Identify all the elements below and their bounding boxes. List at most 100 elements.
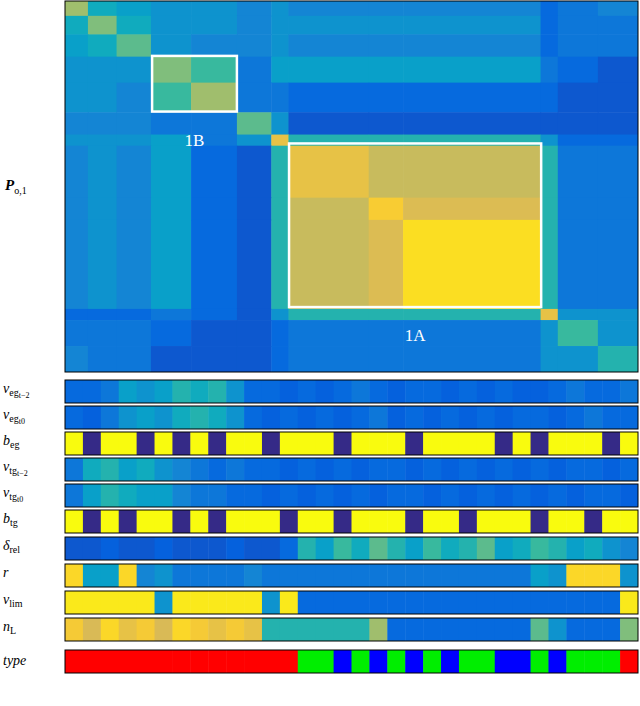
heatmap-cell	[65, 34, 88, 57]
heatmap-cell	[541, 16, 559, 35]
heatmap-cell	[558, 112, 599, 135]
stripe-cell	[208, 564, 226, 587]
heatmap-cell	[237, 309, 272, 321]
stripe-cell	[477, 406, 495, 429]
heatmap-cell	[598, 320, 638, 346]
stripe-cell	[208, 406, 226, 429]
heatmap-cell	[403, 346, 541, 372]
stripe-cell	[423, 432, 441, 455]
stripe-cell	[101, 458, 119, 481]
stripe-cell	[548, 591, 566, 614]
stripe-cell	[262, 432, 280, 455]
stripe-cell	[172, 484, 190, 507]
heatmap-cell	[88, 346, 117, 372]
stripe-frame	[65, 618, 638, 641]
heatmap-cell	[288, 57, 369, 83]
heatmap-cell	[288, 83, 369, 113]
type-cell	[155, 650, 173, 673]
heatmap-cell	[558, 309, 599, 321]
stripe-cell	[548, 406, 566, 429]
heatmap-cell	[558, 198, 599, 221]
stripe-cell	[65, 564, 83, 587]
stripe-label: vlim	[3, 592, 23, 609]
stripe-cell	[620, 537, 638, 560]
stripe-cell	[584, 406, 602, 429]
stripe-cell	[101, 484, 119, 507]
annotation-label: 1A	[405, 326, 427, 345]
stripe-cell	[352, 537, 370, 560]
stripe-cell	[513, 380, 531, 403]
stripe-cell	[387, 380, 405, 403]
heatmap-cell	[598, 1, 638, 16]
heatmap-cell	[88, 135, 117, 147]
heatmap-cell	[598, 16, 638, 35]
stripe-cell	[226, 432, 244, 455]
stripe-cell	[531, 380, 549, 403]
stripe-cell	[405, 432, 423, 455]
heatmap-cell	[271, 146, 289, 198]
heatmap-cell	[88, 309, 117, 321]
stripe-cell	[316, 564, 334, 587]
stripe-cell	[620, 432, 638, 455]
stripe-cell	[83, 564, 101, 587]
heatmap-cell	[271, 135, 289, 147]
stripe-cell	[584, 564, 602, 587]
stripe-cell	[387, 484, 405, 507]
heatmap-cell	[271, 320, 289, 346]
heatmap-cell	[558, 16, 599, 35]
heatmap-cell	[151, 320, 192, 346]
type-cell	[513, 650, 531, 673]
heatmap-cell	[117, 320, 152, 346]
stripe-label: vegt−2	[3, 381, 29, 400]
stripe-cell	[137, 537, 155, 560]
heatmap-cell	[541, 198, 559, 221]
stripe-cell	[298, 380, 316, 403]
stripe-cell	[352, 591, 370, 614]
stripe-cell	[316, 484, 334, 507]
stripe-cell	[83, 484, 101, 507]
stripe-cell	[334, 380, 352, 403]
heatmap-cell	[191, 83, 237, 113]
stripe-cell	[208, 458, 226, 481]
stripe-cell	[65, 618, 83, 641]
stripe	[65, 380, 638, 403]
stripe-cell	[316, 432, 334, 455]
stripe-cell	[155, 380, 173, 403]
stripe-cell	[459, 458, 477, 481]
stripe-label: vtgt−2	[3, 459, 28, 478]
type-cell	[190, 650, 208, 673]
heatmap-cell	[88, 112, 117, 135]
heatmap-cell	[403, 320, 541, 346]
type-cell	[387, 650, 405, 673]
stripe-cell	[548, 484, 566, 507]
stripe-cell	[65, 406, 83, 429]
stripe-cell	[495, 618, 513, 641]
stripe-cell	[513, 591, 531, 614]
stripe-cell	[226, 510, 244, 533]
heatmap-cell	[65, 320, 88, 346]
heatmap-cell	[271, 57, 289, 83]
stripe-cell	[405, 537, 423, 560]
stripe-cell	[316, 618, 334, 641]
stripe-cell	[208, 380, 226, 403]
stripe-cell	[190, 458, 208, 481]
stripe-cell	[566, 591, 584, 614]
heatmap-cell	[151, 198, 192, 221]
heatmap-cell	[191, 34, 237, 57]
stripe-cell	[602, 537, 620, 560]
stripe-cell	[369, 406, 387, 429]
heatmap-cell	[369, 220, 404, 310]
stripe-cell	[441, 458, 459, 481]
stripe-cell	[190, 406, 208, 429]
heatmap-cell	[288, 198, 369, 221]
stripe-cell	[226, 458, 244, 481]
stripe-cell	[190, 510, 208, 533]
type-cell	[334, 650, 352, 673]
heatmap-cell	[65, 309, 88, 321]
stripe-cell	[101, 591, 119, 614]
stripe-cell	[65, 380, 83, 403]
stripe-cell	[155, 564, 173, 587]
heatmap-cell	[369, 198, 404, 221]
heatmap-cell	[191, 16, 237, 35]
stripe-cell	[441, 537, 459, 560]
